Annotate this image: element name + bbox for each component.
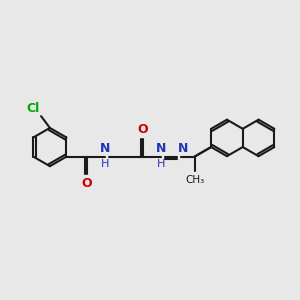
Text: H: H [100,159,109,169]
Text: N: N [155,142,166,154]
Text: CH₃: CH₃ [185,175,204,184]
Text: Cl: Cl [26,102,40,115]
Text: N: N [178,142,189,155]
Text: H: H [157,159,165,169]
Text: N: N [100,142,110,154]
Text: O: O [138,123,148,136]
Text: O: O [82,177,92,190]
